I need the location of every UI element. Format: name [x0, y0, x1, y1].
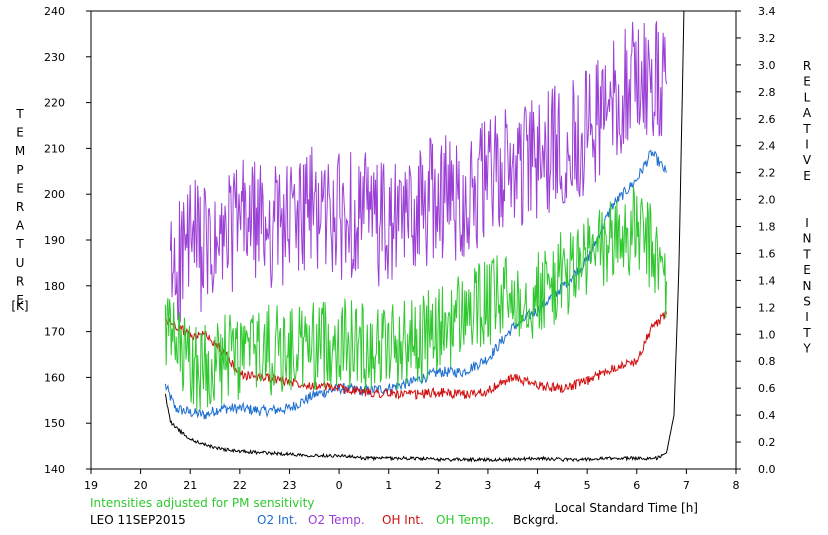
y-left-label-letter: U — [16, 256, 25, 270]
y-left-tick-label: 150 — [44, 417, 65, 430]
y-left-tick-label: 160 — [44, 371, 65, 384]
y-right-tick-label: 1.2 — [758, 301, 776, 314]
y-right-tick-label: 2.8 — [758, 86, 776, 99]
y-right-tick-label: 3.0 — [758, 59, 776, 72]
y-right-label-letter: T — [802, 122, 811, 136]
y-right-tick-label: 1.6 — [758, 247, 776, 260]
y-left-tick-label: 220 — [44, 97, 65, 110]
x-tick-label: 22 — [233, 479, 247, 492]
legend-o2-temp: O2 Temp. — [308, 513, 365, 527]
y-right-tick-label: 3.4 — [758, 5, 776, 18]
y-left-tick-label: 170 — [44, 326, 65, 339]
y-right-label-letter: N — [803, 279, 812, 293]
legend-oh-int: OH Int. — [382, 513, 424, 527]
y-left-tick-label: 240 — [44, 5, 65, 18]
y-right-tick-label: 0.2 — [758, 436, 776, 449]
x-tick-label: 0 — [336, 479, 343, 492]
y-left-unit: [K] — [11, 299, 28, 313]
y-right-tick-label: 0.0 — [758, 463, 776, 476]
y-right-label-letter: N — [803, 232, 812, 246]
y-left-tick-label: 230 — [44, 51, 65, 64]
y-right-label-letter: E — [803, 75, 811, 89]
series-lines — [164, 10, 685, 463]
x-tick-label: 5 — [584, 479, 591, 492]
y-left-label-letter: M — [15, 144, 25, 158]
y-left-tick-label: 140 — [44, 463, 65, 476]
y-right-tick-label: 3.2 — [758, 32, 776, 45]
y-right-tick-label: 0.4 — [758, 409, 776, 422]
y-left-label-letter: T — [15, 237, 24, 251]
x-tick-label: 4 — [534, 479, 541, 492]
y-left-label-letter: E — [16, 126, 24, 140]
y-left-label-letter: E — [16, 181, 24, 195]
y-right-label-letter: E — [803, 263, 811, 277]
y-left-tick-label: 190 — [44, 234, 65, 247]
plot-frame — [90, 10, 737, 470]
legend-oh-temp: OH Temp. — [436, 513, 495, 527]
station-date-label: LEO 11SEP2015 — [90, 513, 186, 527]
series-line-o2-temp — [169, 21, 667, 323]
x-tick-label: 7 — [683, 479, 690, 492]
y-left-label-letter: R — [16, 200, 24, 214]
y-right-tick-label: 2.2 — [758, 167, 776, 180]
y-left-label-letter: A — [16, 219, 25, 233]
y-left-label-letter: R — [16, 274, 24, 288]
y-right-label-letter: Y — [802, 342, 811, 356]
y-left-tick-label: 180 — [44, 280, 65, 293]
y-right-tick-label: 0.6 — [758, 382, 776, 395]
intensity-adjustment-note: Intensities adjusted for PM sensitivity — [90, 496, 315, 510]
x-tick-label: 21 — [183, 479, 197, 492]
y-right-label-letter: I — [805, 138, 809, 152]
y-right-label-letter: A — [803, 106, 812, 120]
x-tick-label: 19 — [84, 479, 98, 492]
y-right-label-letter: I — [805, 310, 809, 324]
y-left-tick-label: 200 — [44, 188, 65, 201]
y-right-label-letter: R — [803, 59, 811, 73]
y-left-label-letter: T — [15, 107, 24, 121]
y-right-label-letter: V — [803, 153, 812, 167]
y-right-label-letter: T — [802, 247, 811, 261]
x-tick-label: 2 — [435, 479, 442, 492]
series-line-oh-int — [164, 309, 667, 400]
y-right-label-letter: T — [802, 326, 811, 340]
x-axis-label: Local Standard Time [h] — [555, 501, 698, 515]
legend-o2-int: O2 Int. — [257, 513, 298, 527]
axis-labels: 19 20 21 22 23 0 1 2 3 4 5 6 7 8240230220210200190180… — [11, 5, 812, 515]
series-line-oh-temp — [164, 186, 667, 411]
x-tick-label: 8 — [733, 479, 740, 492]
tick-marks — [86, 10, 741, 474]
y-left-label-letter: P — [16, 163, 23, 177]
y-right-tick-label: 1.0 — [758, 328, 776, 341]
x-tick-label: 20 — [134, 479, 148, 492]
y-right-label-letter: L — [804, 90, 811, 104]
y-right-label-letter: I — [805, 216, 809, 230]
x-tick-label: 1 — [385, 479, 392, 492]
x-tick-label: 23 — [282, 479, 296, 492]
x-tick-label: 3 — [484, 479, 491, 492]
y-left-label-letter: E — [16, 293, 24, 307]
legend-bckgrd: Bckgrd. — [513, 513, 559, 527]
y-right-tick-label: 1.8 — [758, 221, 776, 234]
y-right-tick-label: 2.6 — [758, 113, 776, 126]
y-right-tick-label: 2.0 — [758, 194, 776, 207]
y-right-tick-label: 0.8 — [758, 355, 776, 368]
y-right-tick-label: 2.4 — [758, 140, 776, 153]
x-tick-label: 6 — [633, 479, 640, 492]
y-right-label-letter: E — [803, 169, 811, 183]
y-left-tick-label: 210 — [44, 142, 65, 155]
series-line-bckgrd — [164, 10, 685, 463]
y-right-tick-label: 1.4 — [758, 274, 776, 287]
y-right-label-letter: S — [803, 295, 811, 309]
